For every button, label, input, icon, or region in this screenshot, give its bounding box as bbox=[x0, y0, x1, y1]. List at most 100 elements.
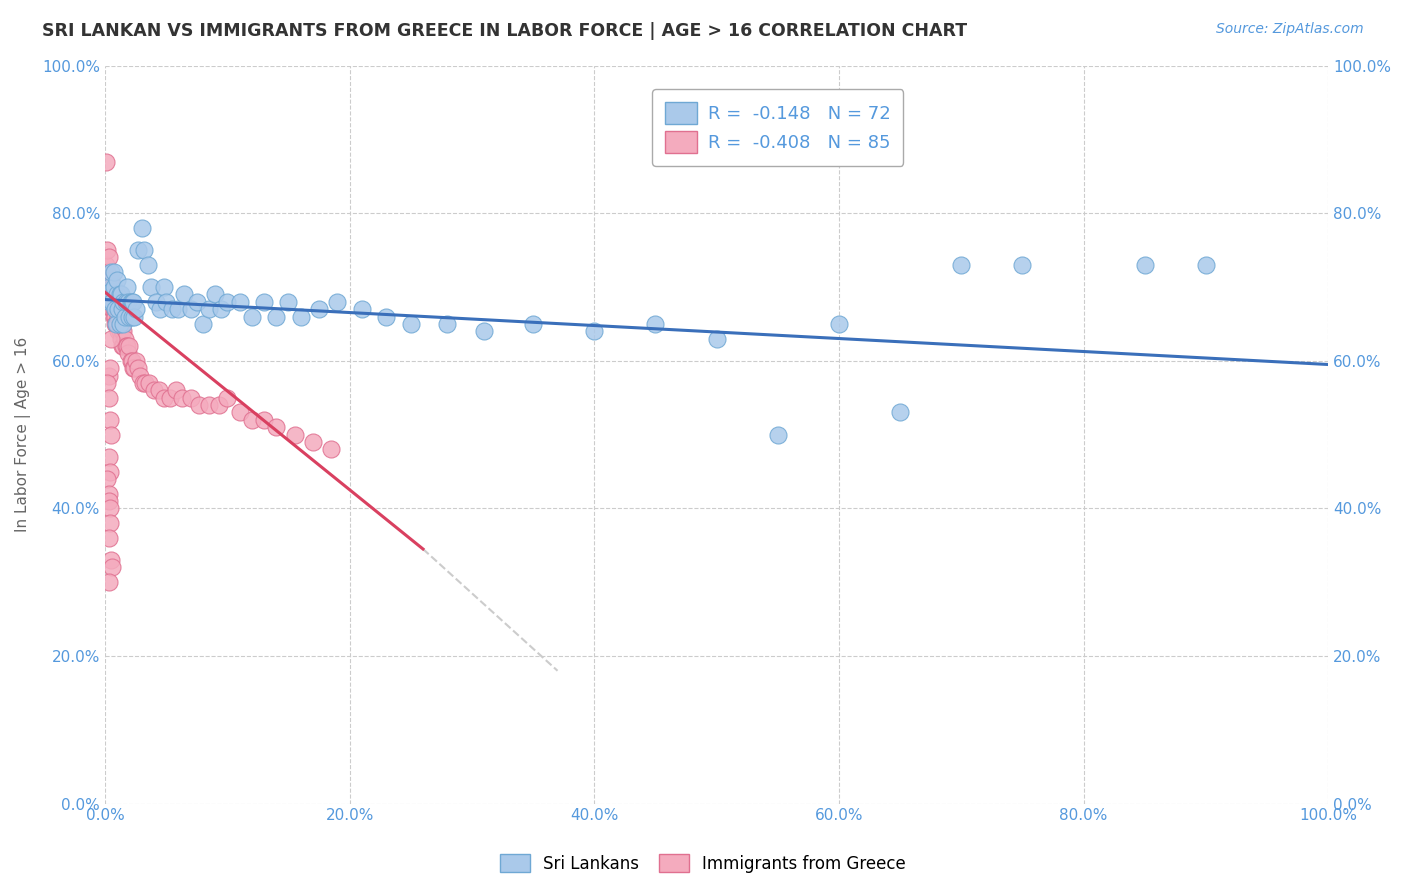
Point bbox=[110, 317, 132, 331]
Point bbox=[96, 154, 118, 169]
Point bbox=[105, 317, 128, 331]
Text: Source: ZipAtlas.com: Source: ZipAtlas.com bbox=[1216, 22, 1364, 37]
Point bbox=[98, 501, 121, 516]
Point bbox=[399, 317, 422, 331]
Point bbox=[522, 317, 544, 331]
Point bbox=[217, 391, 239, 405]
Point bbox=[100, 427, 122, 442]
Point bbox=[107, 302, 129, 317]
Point bbox=[124, 353, 146, 368]
Point bbox=[136, 258, 159, 272]
Point bbox=[108, 317, 131, 331]
Point bbox=[105, 302, 128, 317]
Point bbox=[180, 391, 202, 405]
Point bbox=[103, 287, 125, 301]
Point bbox=[121, 353, 143, 368]
Point bbox=[828, 317, 851, 331]
Point bbox=[889, 405, 911, 419]
Point bbox=[644, 317, 666, 331]
Point bbox=[98, 413, 121, 427]
Point bbox=[180, 302, 202, 317]
Point bbox=[108, 324, 131, 338]
Point bbox=[436, 317, 458, 331]
Point bbox=[96, 265, 118, 279]
Point bbox=[159, 391, 181, 405]
Point bbox=[104, 310, 127, 324]
Point bbox=[1133, 258, 1156, 272]
Point bbox=[104, 302, 127, 317]
Point bbox=[100, 553, 122, 567]
Point bbox=[165, 384, 187, 398]
Point bbox=[115, 339, 138, 353]
Point bbox=[103, 302, 125, 317]
Point bbox=[114, 332, 136, 346]
Point bbox=[127, 361, 149, 376]
Point bbox=[118, 339, 141, 353]
Point bbox=[127, 243, 149, 257]
Point bbox=[101, 302, 124, 317]
Point bbox=[97, 494, 120, 508]
Point bbox=[122, 361, 145, 376]
Point bbox=[198, 302, 221, 317]
Point bbox=[198, 398, 221, 412]
Point bbox=[111, 324, 134, 338]
Point bbox=[117, 346, 139, 360]
Point bbox=[766, 427, 789, 442]
Point bbox=[302, 435, 325, 450]
Point bbox=[110, 332, 132, 346]
Point bbox=[101, 294, 124, 309]
Point bbox=[120, 294, 142, 309]
Point bbox=[290, 310, 312, 324]
Point bbox=[155, 294, 177, 309]
Point bbox=[108, 287, 131, 301]
Point bbox=[98, 294, 121, 309]
Text: SRI LANKAN VS IMMIGRANTS FROM GREECE IN LABOR FORCE | AGE > 16 CORRELATION CHART: SRI LANKAN VS IMMIGRANTS FROM GREECE IN … bbox=[42, 22, 967, 40]
Point bbox=[173, 287, 195, 301]
Point bbox=[228, 294, 250, 309]
Point bbox=[141, 280, 163, 294]
Point bbox=[134, 376, 156, 390]
Point bbox=[217, 294, 239, 309]
Point bbox=[131, 221, 153, 235]
Point bbox=[100, 265, 122, 279]
Point bbox=[132, 376, 155, 390]
Point bbox=[121, 294, 143, 309]
Point bbox=[97, 486, 120, 500]
Point bbox=[240, 310, 263, 324]
Point bbox=[104, 302, 127, 317]
Point bbox=[97, 450, 120, 464]
Point bbox=[105, 272, 128, 286]
Point bbox=[103, 310, 125, 324]
Point bbox=[118, 310, 141, 324]
Point bbox=[97, 280, 120, 294]
Point bbox=[1011, 258, 1033, 272]
Point bbox=[97, 251, 120, 265]
Point bbox=[152, 280, 174, 294]
Point bbox=[117, 294, 139, 309]
Point bbox=[124, 361, 146, 376]
Point bbox=[1195, 258, 1218, 272]
Point bbox=[253, 413, 276, 427]
Point bbox=[98, 516, 121, 531]
Point bbox=[122, 294, 145, 309]
Point bbox=[148, 384, 170, 398]
Point bbox=[253, 294, 276, 309]
Point bbox=[264, 310, 287, 324]
Point bbox=[100, 294, 122, 309]
Point bbox=[112, 294, 135, 309]
Point bbox=[284, 427, 307, 442]
Point bbox=[228, 405, 250, 419]
Point bbox=[103, 280, 125, 294]
Point bbox=[167, 302, 190, 317]
Point bbox=[97, 272, 120, 286]
Y-axis label: In Labor Force | Age > 16: In Labor Force | Age > 16 bbox=[15, 337, 31, 533]
Point bbox=[186, 294, 208, 309]
Point bbox=[100, 272, 122, 286]
Point bbox=[104, 317, 127, 331]
Point bbox=[114, 294, 136, 309]
Point bbox=[97, 531, 120, 545]
Point bbox=[145, 294, 167, 309]
Point bbox=[97, 391, 120, 405]
Point bbox=[277, 294, 299, 309]
Point bbox=[152, 391, 174, 405]
